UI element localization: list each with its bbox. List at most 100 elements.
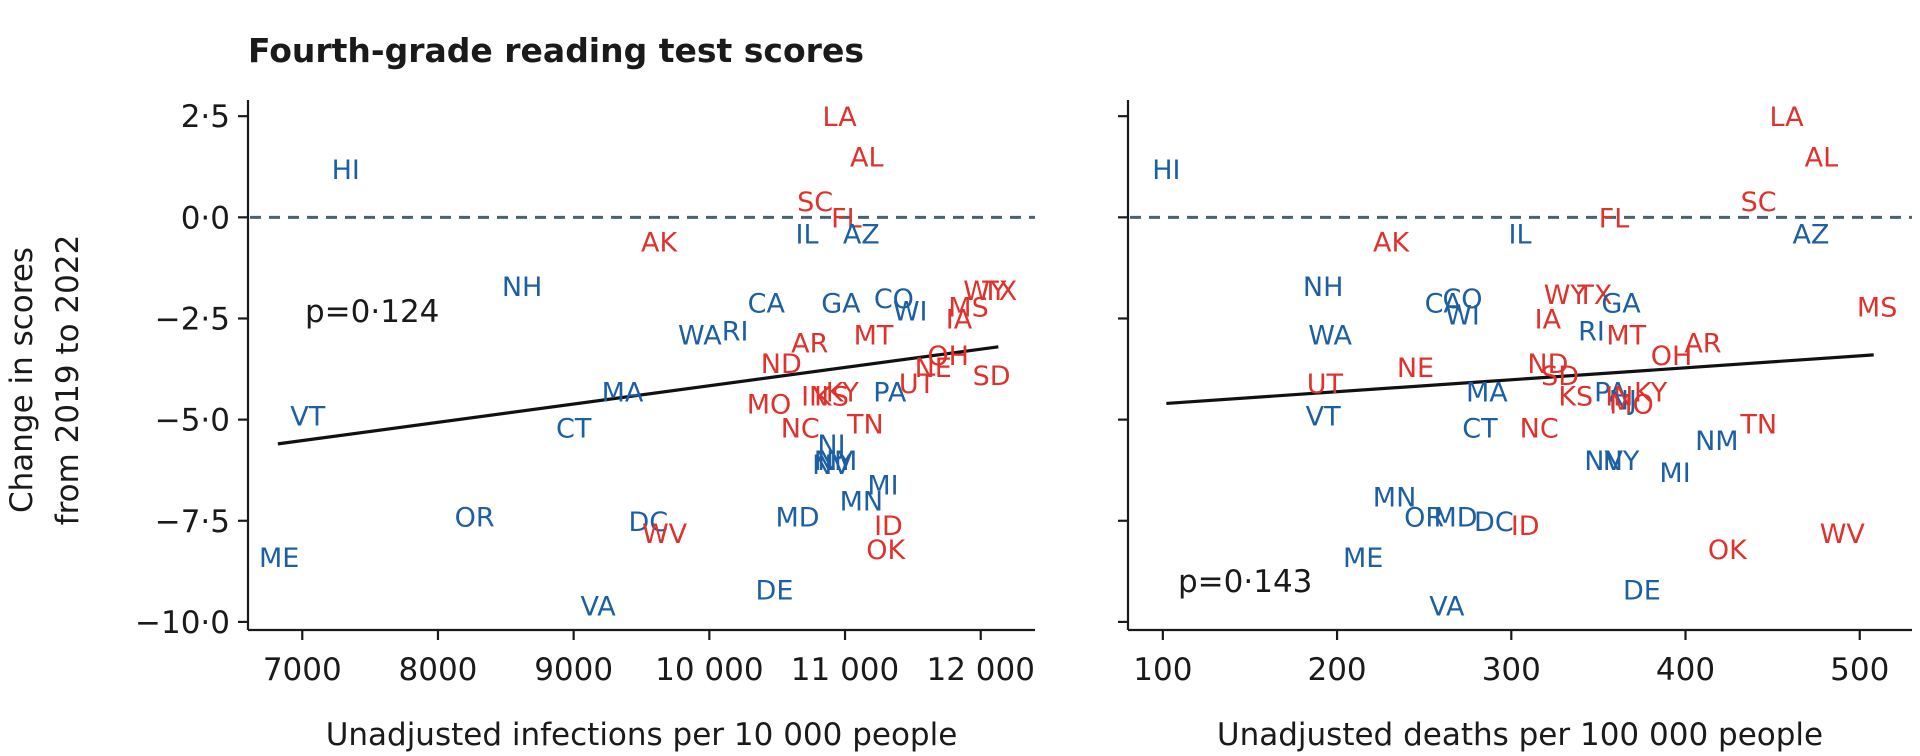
state-label-nh: NH (1303, 272, 1344, 303)
state-label-nv: NV (812, 450, 851, 481)
state-label-dc: DC (628, 507, 668, 538)
state-label-ma: MA (602, 377, 644, 408)
state-label-ca: CA (748, 288, 786, 319)
state-label-id: ID (1511, 511, 1540, 542)
state-label-ms: MS (1857, 292, 1897, 323)
state-label-ks: KS (1558, 381, 1593, 412)
state-label-al: AL (1805, 143, 1839, 174)
x-tick-label: 8000 (399, 652, 478, 688)
state-label-az: AZ (1792, 220, 1829, 251)
state-label-mn: MN (840, 487, 884, 518)
state-label-vt: VT (1306, 402, 1341, 433)
state-label-nj: NJ (1609, 385, 1637, 416)
x-tick-label: 100 (1133, 652, 1192, 688)
x-tick-label: 200 (1307, 652, 1366, 688)
x-axis-title: Unadjusted deaths per 100 000 people (1217, 717, 1823, 753)
state-label-il: IL (796, 220, 819, 251)
x-tick-label: 9000 (534, 652, 613, 688)
state-label-nm: NM (1695, 426, 1739, 457)
y-axis-title-line1: Change in scores (4, 247, 40, 513)
state-label-md: MD (1433, 503, 1477, 534)
state-label-az: AZ (843, 220, 880, 251)
state-label-ri: RI (722, 317, 749, 348)
trend-line (1166, 353, 1874, 406)
state-label-mn: MN (1373, 482, 1417, 513)
state-label-ia: IA (946, 304, 973, 335)
state-label-ut: UT (1307, 369, 1344, 400)
state-label-ne: NE (1397, 353, 1434, 384)
chart-title: Fourth-grade reading test scores (248, 31, 864, 70)
state-label-mt: MT (854, 321, 894, 352)
x-tick-label: 300 (1482, 652, 1541, 688)
state-label-tx: TX (1576, 280, 1612, 311)
state-label-ar: AR (791, 329, 828, 360)
state-label-mi: MI (867, 470, 898, 501)
state-label-tx: TX (981, 276, 1017, 307)
state-label-nm: NM (814, 446, 858, 477)
state-label-nc: NC (1520, 414, 1559, 445)
state-label-in: IN (801, 381, 829, 412)
state-label-wa: WA (678, 321, 722, 352)
state-label-in: IN (1605, 381, 1633, 412)
state-label-oh: OH (1651, 341, 1693, 372)
state-label-ky: KY (826, 377, 860, 408)
state-label-sc: SC (1741, 187, 1777, 218)
state-label-wi: WI (1445, 300, 1480, 331)
state-label-ca: CA (1425, 288, 1463, 319)
trend-line (277, 345, 999, 446)
state-label-ks: KS (814, 381, 849, 412)
state-label-me: ME (259, 543, 299, 574)
state-label-ok: OK (866, 535, 906, 566)
state-label-nv: NV (1584, 446, 1623, 477)
state-label-ms: MS (948, 292, 988, 323)
state-label-pa: PA (873, 377, 907, 408)
x-tick-label: 11 000 (791, 652, 899, 688)
state-label-nd: ND (761, 349, 802, 380)
state-label-or: OR (1404, 503, 1444, 534)
state-label-ar: AR (1684, 329, 1721, 360)
state-label-wy: WY (963, 276, 1007, 307)
state-label-ak: AK (1373, 228, 1410, 259)
state-label-md: MD (775, 503, 819, 534)
state-label-ak: AK (641, 228, 678, 259)
state-label-tn: TN (1739, 410, 1777, 441)
p-value-annotation: p=0·124 (305, 294, 439, 330)
state-label-vt: VT (290, 402, 325, 433)
y-axis-title-line2: from 2019 to 2022 (50, 235, 86, 526)
y-tick-label: −2·5 (155, 301, 230, 337)
state-label-la: LA (1769, 102, 1804, 133)
state-label-ok: OK (1708, 535, 1748, 566)
state-label-mt: MT (1606, 321, 1646, 352)
y-tick-label: −10·0 (135, 605, 230, 641)
y-tick-label: −7·5 (155, 504, 230, 540)
state-label-me: ME (1343, 543, 1383, 574)
state-label-sc: SC (797, 187, 833, 218)
state-label-co: CO (1442, 284, 1482, 315)
state-label-sd: SD (1541, 361, 1579, 392)
state-label-wy: WY (1544, 280, 1588, 311)
p-value-annotation: p=0·143 (1178, 564, 1312, 600)
state-label-ga: GA (821, 288, 861, 319)
state-label-ut: UT (899, 369, 936, 400)
state-label-wa: WA (1308, 321, 1352, 352)
x-tick-label: 12 000 (926, 652, 1034, 688)
x-axis-title: Unadjusted infections per 10 000 people (326, 717, 958, 753)
state-label-ny: NY (1603, 446, 1640, 477)
state-label-dc: DC (1474, 507, 1514, 538)
y-tick-label: 0·0 (181, 200, 230, 236)
state-label-hi: HI (1152, 155, 1180, 186)
state-label-pa: PA (1594, 377, 1628, 408)
state-label-ct: CT (556, 414, 592, 445)
state-label-va: VA (1429, 592, 1465, 623)
x-tick-label: 7000 (263, 652, 342, 688)
state-label-ri: RI (1578, 317, 1605, 348)
state-label-mo: MO (747, 389, 792, 420)
y-tick-label: −5·0 (155, 403, 230, 439)
state-label-fl: FL (1599, 203, 1630, 234)
state-label-va: VA (580, 592, 616, 623)
state-label-ny: NY (817, 446, 854, 477)
state-label-wv: WV (642, 519, 688, 550)
state-label-ma: MA (1466, 377, 1508, 408)
